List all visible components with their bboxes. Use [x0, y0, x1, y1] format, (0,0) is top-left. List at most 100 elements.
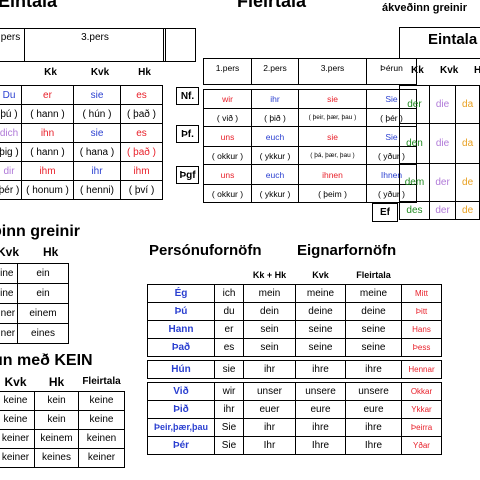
cell: ( hana )	[73, 142, 121, 162]
cell: ihre	[345, 359, 402, 379]
cell: ihre	[345, 417, 402, 437]
cell: sie	[73, 123, 121, 143]
heading-kein: un með KEIN	[0, 352, 93, 369]
cell: ( henni)	[73, 180, 121, 200]
case-thf: Þf.	[176, 125, 199, 143]
cell: euch	[251, 126, 299, 147]
cell: ihn	[21, 123, 74, 143]
col-kk-hk: Kk + Hk	[252, 269, 287, 280]
cell: ( hann )	[21, 104, 74, 124]
cell: ( þið )	[251, 108, 299, 127]
col-hk-indef: Hk	[43, 245, 59, 259]
singular-pronoun-rows: Du er sie es þú )( hann )( hún )( það ) dic…	[0, 85, 163, 200]
cell: ( þeim )	[298, 184, 367, 203]
cell: þú )	[0, 104, 22, 124]
cell: Du	[0, 85, 22, 105]
col-kk-def: Kk	[411, 65, 424, 76]
cell: ( okkur )	[203, 146, 252, 165]
cell: seine	[295, 319, 346, 339]
cell: Ykkar	[401, 399, 442, 419]
cell: de	[455, 201, 480, 220]
cell: dir	[0, 161, 22, 181]
cell: er	[21, 85, 74, 105]
cell: die	[428, 123, 457, 164]
cell: wir	[203, 89, 252, 109]
case-labels-3: Þgf	[176, 166, 199, 184]
col-3pers: 3.pers	[298, 58, 367, 85]
col-therun: Þérun	[366, 58, 417, 85]
cell: der	[428, 201, 457, 220]
cell: Ihre	[295, 435, 346, 455]
cell: kein	[34, 409, 79, 430]
case-labels-2: Þf.	[176, 125, 199, 143]
cell: da	[455, 123, 480, 164]
cell: keine	[0, 390, 35, 411]
cell: er	[214, 319, 244, 339]
cell: meine	[345, 283, 402, 303]
pronoun-cell: Þú	[147, 301, 215, 321]
cell: ihm	[120, 161, 163, 181]
cell: ( þá, þær, þau )	[298, 146, 367, 165]
cell: Sie	[214, 435, 244, 455]
cell: deine	[345, 301, 402, 321]
cell: euch	[251, 164, 299, 185]
heading-eintala: Eintala	[0, 0, 58, 11]
cell: keiner	[0, 428, 35, 449]
cell: da	[455, 85, 480, 124]
heading-fleirtala: Fleirtala	[237, 0, 307, 11]
pronoun-cell: Við	[147, 381, 215, 401]
cell: es	[120, 85, 163, 105]
cell: kein	[34, 390, 79, 411]
cell: einer	[0, 323, 18, 344]
cell: eine	[0, 283, 18, 304]
cell: wir	[214, 381, 244, 401]
cell: unsere	[295, 381, 346, 401]
cell: eure	[345, 399, 402, 419]
cell: keiner	[0, 447, 35, 468]
cell: sein	[243, 319, 296, 339]
cell: ich	[214, 283, 244, 303]
heading-personufornofn: Persónufornöfn	[149, 242, 262, 259]
case-nf: Nf.	[176, 87, 199, 105]
cell: keiner	[78, 447, 125, 468]
cell: ( því )	[120, 180, 163, 200]
cell: Yðar	[401, 435, 442, 455]
cell: ein	[17, 283, 69, 304]
singular-pronoun-table: pers 3.pers Kk Kvk Hk	[0, 28, 196, 84]
header-2pers: pers	[0, 28, 25, 62]
cell: Þeirra	[401, 417, 442, 437]
cell: der	[399, 85, 430, 124]
cell: ihr	[251, 89, 299, 109]
cell: ihm	[21, 161, 74, 181]
cell: sie	[73, 85, 121, 105]
cell: ( það )	[120, 142, 163, 162]
case-ef: Ef	[372, 203, 398, 222]
cell: ihr	[214, 399, 244, 419]
cell: dem	[399, 163, 430, 202]
cell: sie	[298, 89, 367, 109]
cell: ( það )	[120, 104, 163, 124]
indefinite-article-table: eineein eineein einereinem einereines	[0, 263, 69, 344]
col-fleirtala-kein: Fleirtala	[82, 376, 121, 388]
possessive-table: Kk + Hk Kvk Fleirtala Ég ich mein meine mein…	[147, 266, 442, 455]
cell: du	[214, 301, 244, 321]
ef-label: Ef	[372, 203, 398, 222]
cell: ( hann )	[21, 142, 74, 162]
cell: þig )	[0, 142, 22, 162]
col-kk: Kk	[44, 67, 57, 79]
cell: keines	[34, 447, 79, 468]
pronoun-cell: Þið	[147, 399, 215, 419]
cell: seine	[295, 337, 346, 357]
cell: ihr	[243, 359, 296, 379]
pronoun-cell: Það	[147, 337, 215, 357]
cell: ihre	[295, 359, 346, 379]
cell: ( ykkur )	[251, 184, 299, 203]
cell: ( honum )	[21, 180, 74, 200]
pronoun-cell: Ég	[147, 283, 215, 303]
cell: euer	[243, 399, 296, 419]
cell: dein	[243, 301, 296, 321]
cell: einem	[17, 303, 69, 324]
kein-table: Kvk Hk Fleirtala keine kein keine keine kei…	[0, 373, 125, 468]
cell: der	[428, 163, 457, 202]
cell: sie	[214, 359, 244, 379]
